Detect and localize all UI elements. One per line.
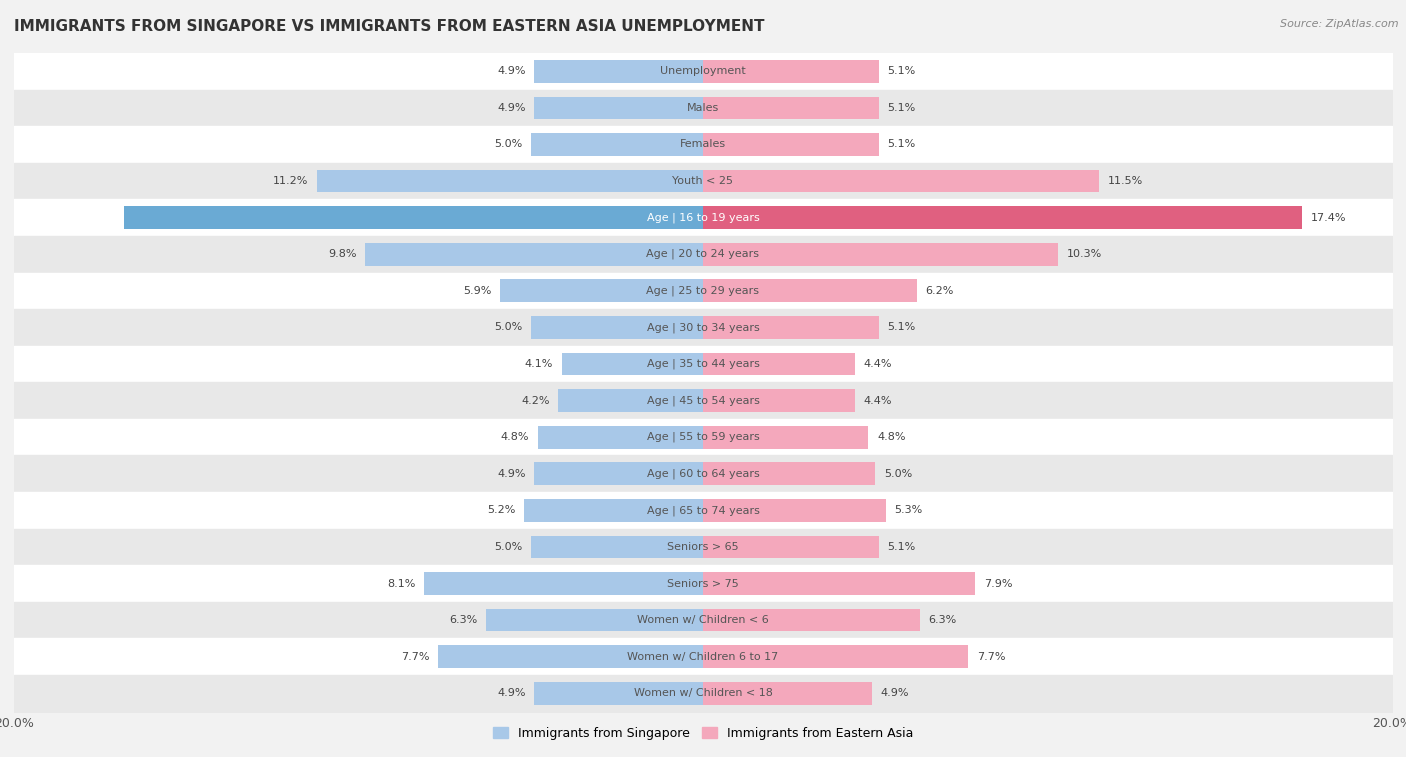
Bar — [703, 133, 879, 156]
Text: 11.2%: 11.2% — [273, 176, 308, 186]
Text: 5.1%: 5.1% — [887, 542, 915, 552]
Text: 4.9%: 4.9% — [880, 688, 908, 698]
Legend: Immigrants from Singapore, Immigrants from Eastern Asia: Immigrants from Singapore, Immigrants fr… — [488, 722, 918, 745]
Bar — [486, 609, 703, 631]
Text: 4.9%: 4.9% — [498, 688, 526, 698]
Text: Youth < 25: Youth < 25 — [672, 176, 734, 186]
Text: 17.4%: 17.4% — [1310, 213, 1347, 223]
Bar — [534, 97, 703, 119]
Bar — [531, 536, 703, 558]
Text: 5.1%: 5.1% — [887, 139, 915, 149]
Text: Age | 35 to 44 years: Age | 35 to 44 years — [647, 359, 759, 369]
Text: 7.9%: 7.9% — [984, 578, 1012, 588]
Bar — [703, 646, 969, 668]
Text: 4.8%: 4.8% — [877, 432, 905, 442]
Text: 4.1%: 4.1% — [524, 359, 553, 369]
Text: Age | 60 to 64 years: Age | 60 to 64 years — [647, 469, 759, 479]
Bar — [558, 389, 703, 412]
Text: 6.3%: 6.3% — [928, 615, 957, 625]
Bar — [534, 463, 703, 485]
Text: 4.4%: 4.4% — [863, 396, 891, 406]
Bar — [425, 572, 703, 595]
Text: Males: Males — [688, 103, 718, 113]
Text: 4.9%: 4.9% — [498, 103, 526, 113]
Text: Women w/ Children < 18: Women w/ Children < 18 — [634, 688, 772, 698]
Text: 16.8%: 16.8% — [80, 213, 115, 223]
Bar — [437, 646, 703, 668]
Text: Age | 45 to 54 years: Age | 45 to 54 years — [647, 395, 759, 406]
Bar — [534, 682, 703, 705]
Bar — [703, 316, 879, 338]
Text: Women w/ Children < 6: Women w/ Children < 6 — [637, 615, 769, 625]
Text: 6.2%: 6.2% — [925, 286, 953, 296]
Bar — [537, 426, 703, 448]
Text: Source: ZipAtlas.com: Source: ZipAtlas.com — [1281, 19, 1399, 29]
Bar — [366, 243, 703, 266]
Bar — [562, 353, 703, 375]
Text: 5.9%: 5.9% — [463, 286, 491, 296]
Text: 5.0%: 5.0% — [494, 542, 522, 552]
Text: 5.1%: 5.1% — [887, 67, 915, 76]
Bar — [703, 97, 879, 119]
Text: 4.9%: 4.9% — [498, 469, 526, 478]
Text: 7.7%: 7.7% — [977, 652, 1005, 662]
Text: 4.2%: 4.2% — [522, 396, 550, 406]
Text: 5.1%: 5.1% — [887, 103, 915, 113]
Bar — [703, 279, 917, 302]
Bar — [703, 682, 872, 705]
Bar — [703, 463, 875, 485]
Bar — [499, 279, 703, 302]
Text: 6.3%: 6.3% — [449, 615, 478, 625]
Text: Females: Females — [681, 139, 725, 149]
Text: 5.0%: 5.0% — [494, 322, 522, 332]
Text: 4.4%: 4.4% — [863, 359, 891, 369]
Bar — [703, 60, 879, 83]
Text: Seniors > 75: Seniors > 75 — [666, 578, 740, 588]
Text: Age | 16 to 19 years: Age | 16 to 19 years — [647, 213, 759, 223]
Text: 5.1%: 5.1% — [887, 322, 915, 332]
Bar — [703, 243, 1057, 266]
Text: Age | 30 to 34 years: Age | 30 to 34 years — [647, 322, 759, 332]
Text: 8.1%: 8.1% — [387, 578, 415, 588]
Bar — [703, 572, 976, 595]
Bar — [531, 133, 703, 156]
Bar — [703, 389, 855, 412]
Bar — [703, 499, 886, 522]
Text: Unemployment: Unemployment — [661, 67, 745, 76]
Text: 5.3%: 5.3% — [894, 506, 922, 516]
Bar — [703, 609, 920, 631]
Text: 4.8%: 4.8% — [501, 432, 529, 442]
Text: 5.0%: 5.0% — [884, 469, 912, 478]
Bar — [703, 426, 869, 448]
Text: 11.5%: 11.5% — [1108, 176, 1143, 186]
Bar — [703, 353, 855, 375]
Text: 4.9%: 4.9% — [498, 67, 526, 76]
Text: Age | 25 to 29 years: Age | 25 to 29 years — [647, 285, 759, 296]
Text: 9.8%: 9.8% — [329, 249, 357, 259]
Text: IMMIGRANTS FROM SINGAPORE VS IMMIGRANTS FROM EASTERN ASIA UNEMPLOYMENT: IMMIGRANTS FROM SINGAPORE VS IMMIGRANTS … — [14, 19, 765, 34]
Text: Seniors > 65: Seniors > 65 — [668, 542, 738, 552]
Text: 5.0%: 5.0% — [494, 139, 522, 149]
Text: Age | 20 to 24 years: Age | 20 to 24 years — [647, 249, 759, 260]
Text: 5.2%: 5.2% — [486, 506, 515, 516]
Bar — [524, 499, 703, 522]
Text: 10.3%: 10.3% — [1066, 249, 1102, 259]
Bar — [703, 536, 879, 558]
Text: 7.7%: 7.7% — [401, 652, 429, 662]
Bar — [534, 60, 703, 83]
Bar — [124, 207, 703, 229]
Text: Age | 55 to 59 years: Age | 55 to 59 years — [647, 432, 759, 442]
Bar — [318, 170, 703, 192]
Text: Age | 65 to 74 years: Age | 65 to 74 years — [647, 505, 759, 516]
Text: Women w/ Children 6 to 17: Women w/ Children 6 to 17 — [627, 652, 779, 662]
Bar — [531, 316, 703, 338]
Bar — [703, 207, 1302, 229]
Bar — [703, 170, 1099, 192]
